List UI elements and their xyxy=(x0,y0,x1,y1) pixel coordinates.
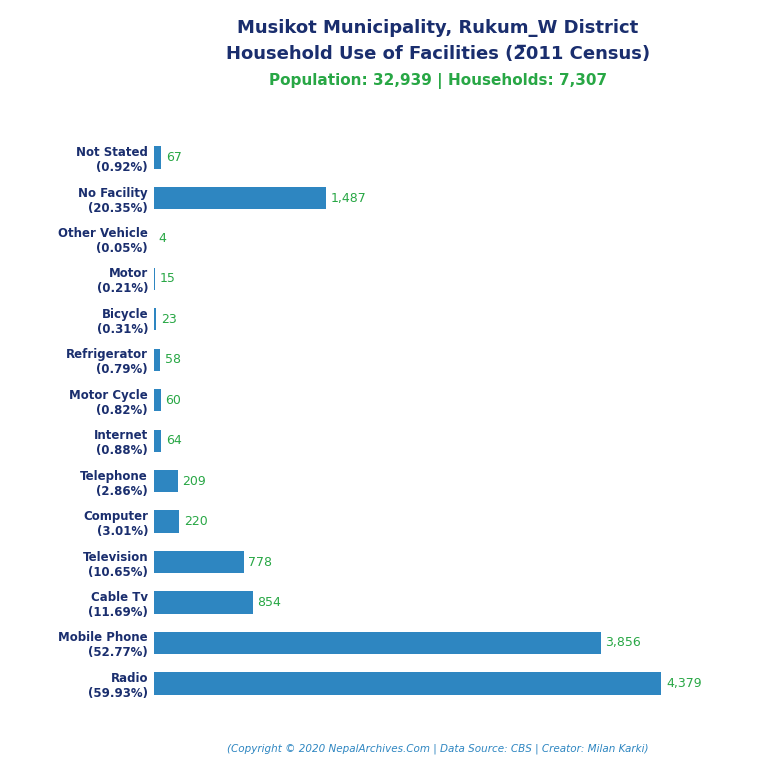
Bar xyxy=(154,349,161,371)
Bar xyxy=(154,672,661,694)
Bar xyxy=(154,429,161,452)
Bar xyxy=(154,308,156,330)
Bar xyxy=(154,551,243,573)
Text: 64: 64 xyxy=(166,434,181,447)
Bar xyxy=(154,187,326,209)
Text: 778: 778 xyxy=(249,555,273,568)
Bar xyxy=(154,389,161,412)
Text: Household Use of Facilities (2̅011 Census): Household Use of Facilities (2̅011 Censu… xyxy=(226,45,650,62)
Text: 60: 60 xyxy=(165,394,181,407)
Bar xyxy=(154,470,178,492)
Bar xyxy=(154,511,179,533)
Bar xyxy=(154,591,253,614)
Text: 4,379: 4,379 xyxy=(666,677,702,690)
Text: 23: 23 xyxy=(161,313,177,326)
Bar xyxy=(154,632,601,654)
Text: 58: 58 xyxy=(165,353,181,366)
Text: 1,487: 1,487 xyxy=(331,191,366,204)
Text: (Copyright © 2020 NepalArchives.Com | Data Source: CBS | Creator: Milan Karki): (Copyright © 2020 NepalArchives.Com | Da… xyxy=(227,743,648,754)
Text: 15: 15 xyxy=(160,273,176,286)
Bar xyxy=(154,268,155,290)
Text: 3,856: 3,856 xyxy=(605,637,641,650)
Text: 4: 4 xyxy=(159,232,167,245)
Text: Population: 32,939 | Households: 7,307: Population: 32,939 | Households: 7,307 xyxy=(269,73,607,89)
Text: 209: 209 xyxy=(183,475,207,488)
Text: Musikot Municipality, Rukum_W District: Musikot Municipality, Rukum_W District xyxy=(237,19,638,37)
Text: 854: 854 xyxy=(257,596,281,609)
Text: 220: 220 xyxy=(184,515,207,528)
Bar xyxy=(154,147,161,169)
Text: 67: 67 xyxy=(166,151,182,164)
